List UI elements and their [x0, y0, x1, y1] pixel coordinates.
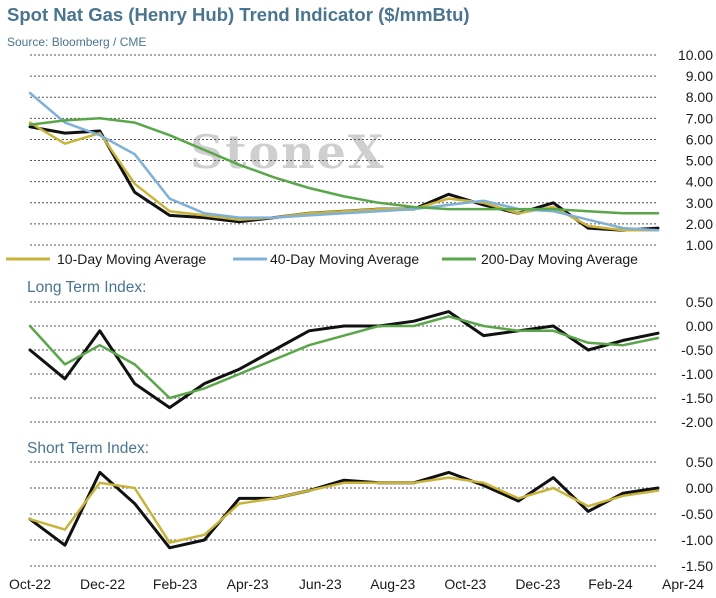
chart-title: Spot Nat Gas (Henry Hub) Trend Indicator…	[7, 4, 470, 25]
legend-ma200-label: 200-Day Moving Average	[481, 251, 638, 267]
chart-subtitle: Source: Bloomberg / CME	[7, 35, 147, 49]
long-term-grid	[30, 301, 658, 423]
long-term-y-tick-label: -1.50	[681, 390, 713, 406]
long-term-y-tick-label: -1.00	[681, 366, 713, 382]
price-lines	[28, 91, 660, 232]
x-tick-label: Aug-23	[370, 576, 415, 592]
x-tick-label: Oct-23	[444, 576, 486, 592]
long-term-lines	[28, 310, 660, 410]
x-tick-label: Apr-23	[227, 576, 269, 592]
price-y-tick-label: 8.00	[686, 89, 713, 105]
short-term-y-tick-label: 0.50	[686, 454, 713, 470]
short-term-grid	[30, 461, 658, 567]
price-y-tick-label: 4.00	[686, 174, 713, 190]
long-term-avg-line	[28, 315, 660, 400]
x-tick-label: Jun-23	[299, 576, 342, 592]
price-grid	[30, 54, 658, 246]
long-term-spot-line	[28, 310, 660, 410]
price-y-tick-label: 2.00	[686, 216, 713, 232]
watermark: StoneX	[190, 125, 386, 179]
long-term-y-tick-label: -2.00	[681, 414, 713, 430]
price-y-tick-label: 9.00	[686, 68, 713, 84]
x-tick-label: Feb-23	[153, 576, 198, 592]
short-term-y-tick-label: -0.50	[681, 506, 713, 522]
price-y-tick-label: 5.00	[686, 153, 713, 169]
ma200-line	[28, 117, 660, 215]
x-tick-label: Dec-23	[515, 576, 560, 592]
long-term-y-tick-label: 0.50	[686, 294, 713, 310]
long-term-y-tick-label: 0.00	[686, 318, 713, 334]
price-panel: 10.00 9.00 8.00 7.00 6.00 5.00 4.00 3.00 2.00 1.0…	[28, 47, 713, 253]
x-tick-label: Apr-24	[662, 576, 704, 592]
price-y-tick-label: 7.00	[686, 110, 713, 126]
x-tick-label: Feb-24	[588, 576, 633, 592]
price-y-tick-label: 6.00	[686, 131, 713, 147]
short-term-title: Short Term Index:	[27, 440, 149, 457]
ma40-line	[28, 91, 660, 232]
x-tick-label: Dec-22	[80, 576, 125, 592]
ma10-line	[28, 121, 660, 232]
short-term-y-tick-label: -1.00	[681, 532, 713, 548]
short-term-y-ticks: 0.50 0.00 -0.50 -1.00 -1.50	[681, 454, 713, 574]
long-term-panel: 0.50 0.00 -0.50 -1.00 -1.50 -2.00	[28, 294, 713, 430]
x-axis-ticks: Oct-22 Dec-22 Feb-23 Apr-23 Jun-23 Aug-23 Oct-…	[9, 576, 704, 592]
price-y-tick-label: 10.00	[678, 47, 713, 63]
price-y-tick-label: 3.00	[686, 195, 713, 211]
short-term-panel: 0.50 0.00 -0.50 -1.00 -1.50	[28, 454, 713, 574]
legend-ma10-label: 10-Day Moving Average	[57, 251, 206, 267]
legend-ma40-label: 40-Day Moving Average	[270, 251, 419, 267]
short-term-y-tick-label: 0.00	[686, 480, 713, 496]
x-tick-label: Oct-22	[9, 576, 51, 592]
legend: 10-Day Moving Average 40-Day Moving Aver…	[6, 251, 638, 267]
short-term-avg-line	[28, 476, 660, 544]
price-y-tick-label: 1.00	[686, 237, 713, 253]
long-term-y-ticks: 0.50 0.00 -0.50 -1.00 -1.50 -2.00	[681, 294, 713, 430]
short-term-y-tick-label: -1.50	[681, 558, 713, 574]
short-term-lines	[28, 470, 660, 550]
long-term-y-tick-label: -0.50	[681, 342, 713, 358]
long-term-title: Long Term Index:	[27, 279, 146, 296]
short-term-spot-line	[28, 470, 660, 550]
price-y-ticks: 10.00 9.00 8.00 7.00 6.00 5.00 4.00 3.00 2.00 1.0…	[678, 47, 713, 253]
